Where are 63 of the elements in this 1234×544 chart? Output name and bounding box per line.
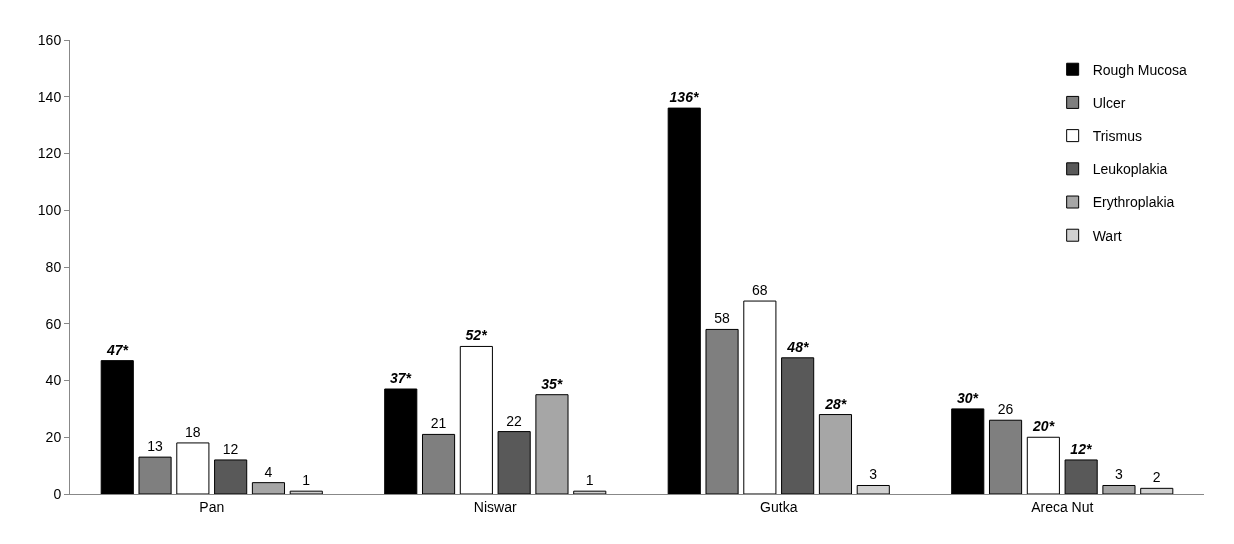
data-label: 35*	[541, 375, 563, 392]
bar	[951, 408, 985, 494]
bar	[1026, 436, 1060, 494]
data-label: 3	[1114, 466, 1123, 483]
bar	[1064, 459, 1098, 494]
data-label: 2	[1152, 469, 1161, 486]
data-label: 1	[585, 472, 594, 489]
data-label: 12*	[1070, 440, 1092, 457]
data-label: 1	[302, 472, 311, 489]
bar	[289, 490, 323, 494]
y-tick-label: 160	[37, 31, 62, 48]
data-label: 21	[430, 415, 447, 432]
y-tick-label: 0	[53, 485, 62, 502]
data-label: 4	[264, 463, 273, 480]
y-tick-label: 80	[45, 258, 62, 275]
bar	[176, 442, 210, 494]
y-tick-label: 40	[45, 372, 62, 389]
y-tick-label: 120	[37, 145, 62, 162]
x-tick-label: Gutka	[760, 498, 798, 515]
bar	[251, 482, 286, 494]
data-label: 30*	[956, 389, 979, 406]
bar	[459, 345, 493, 494]
bar	[384, 388, 418, 494]
bar	[573, 490, 607, 494]
bar	[535, 394, 569, 494]
legend-label: Ulcer	[1092, 94, 1126, 111]
legend-label: Leukoplakia	[1092, 161, 1168, 178]
bar	[856, 484, 890, 494]
bar	[214, 459, 248, 494]
legend-label: Wart	[1092, 227, 1122, 244]
data-label: 22	[506, 412, 523, 429]
y-tick-label: 100	[37, 202, 62, 219]
data-label: 48*	[786, 338, 809, 355]
bar	[781, 357, 815, 494]
data-label: 52*	[465, 327, 488, 344]
bar	[818, 414, 853, 494]
data-label: 18	[184, 423, 201, 440]
y-tick-label: 60	[45, 315, 62, 332]
bar	[743, 300, 777, 494]
data-label: 28*	[824, 395, 847, 412]
data-label: 37*	[389, 370, 412, 387]
data-label: 3	[869, 466, 878, 483]
data-label: 47*	[105, 341, 129, 358]
legend-label: Erythroplakia	[1092, 194, 1175, 211]
data-label: 68	[751, 282, 768, 299]
data-label: 12	[222, 440, 239, 457]
x-tick-label: Pan	[199, 498, 225, 515]
x-tick-label: Niswar	[473, 498, 517, 515]
bar	[100, 360, 134, 494]
x-tick-label: Areca Nut	[1031, 498, 1094, 515]
data-label: 58	[714, 310, 730, 327]
y-tick-label: 140	[37, 88, 62, 105]
legend-label: Rough Mucosa	[1092, 61, 1188, 78]
bar	[667, 107, 701, 494]
data-label: 136*	[669, 89, 699, 106]
data-label: 20*	[1032, 418, 1055, 435]
data-label: 26	[997, 401, 1014, 418]
bar	[497, 431, 531, 494]
legend-label: Trismus	[1092, 128, 1142, 145]
bar	[1102, 484, 1136, 494]
y-tick-label: 20	[45, 429, 62, 446]
bar	[1140, 487, 1174, 494]
data-label: 13	[147, 438, 163, 455]
